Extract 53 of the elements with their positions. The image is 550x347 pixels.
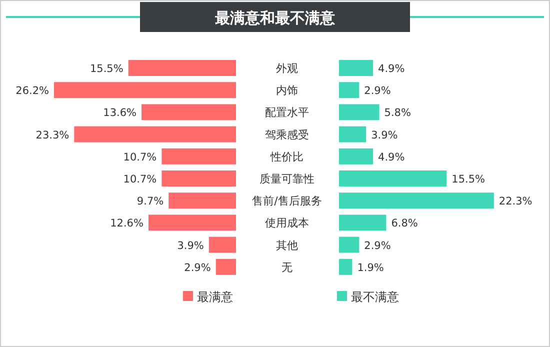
bar xyxy=(339,214,386,231)
y-tick-label: 使用成本 xyxy=(265,216,309,230)
bar xyxy=(208,236,236,253)
y-tick-label: 性价比 xyxy=(270,150,304,164)
data-label: 5.8% xyxy=(384,107,411,120)
bar xyxy=(142,104,236,120)
data-label: 2.9% xyxy=(364,240,391,252)
data-label: 3.9% xyxy=(371,129,398,142)
bar xyxy=(128,60,236,76)
bar xyxy=(54,82,236,98)
y-tick-label: 售前/售后服务 xyxy=(252,194,322,208)
legend-label: 最不满意 xyxy=(351,290,399,304)
data-label: 10.7% xyxy=(123,174,157,186)
data-label: 6.8% xyxy=(391,218,418,230)
data-label: 1.9% xyxy=(357,262,384,274)
bar xyxy=(339,82,360,98)
data-label: 22.3% xyxy=(498,196,532,208)
bar xyxy=(339,104,380,120)
data-label: 4.9% xyxy=(378,63,405,75)
bar xyxy=(168,192,236,209)
y-tick-label: 无 xyxy=(282,260,292,274)
data-label: 4.9% xyxy=(378,151,405,164)
bar xyxy=(339,170,447,186)
data-label: 13.6% xyxy=(103,107,137,120)
data-label: 3.9% xyxy=(177,240,204,252)
bar xyxy=(339,60,374,76)
y-tick-label: 质量可靠性 xyxy=(260,172,314,186)
y-tick-label: 配置水平 xyxy=(265,106,309,120)
legend-label: 最满意 xyxy=(197,290,233,304)
data-label: 2.9% xyxy=(364,85,391,98)
text: 最满意和最不满意 xyxy=(214,9,336,27)
y-tick-label: 驾乘感受 xyxy=(265,128,309,142)
y-tick-label: 内饰 xyxy=(276,84,298,98)
bar xyxy=(74,126,236,142)
data-label: 23.3% xyxy=(36,129,70,142)
bar xyxy=(162,148,236,164)
data-label: 10.7% xyxy=(123,151,157,164)
data-label: 26.2% xyxy=(16,85,50,98)
bar xyxy=(339,126,366,142)
bar xyxy=(339,192,494,209)
y-tick-label: 其他 xyxy=(276,238,298,252)
data-label: 15.5% xyxy=(90,63,124,75)
bar xyxy=(148,214,236,231)
bar xyxy=(339,258,352,275)
data-label: 2.9% xyxy=(184,262,211,274)
bar xyxy=(216,258,236,275)
data-label: 15.5% xyxy=(452,174,486,186)
data-label: 12.6% xyxy=(110,218,144,230)
data-label: 9.7% xyxy=(136,196,164,208)
bar xyxy=(339,236,360,253)
y-tick-label: 外观 xyxy=(276,62,298,75)
bar xyxy=(162,170,236,186)
bar xyxy=(339,148,374,164)
